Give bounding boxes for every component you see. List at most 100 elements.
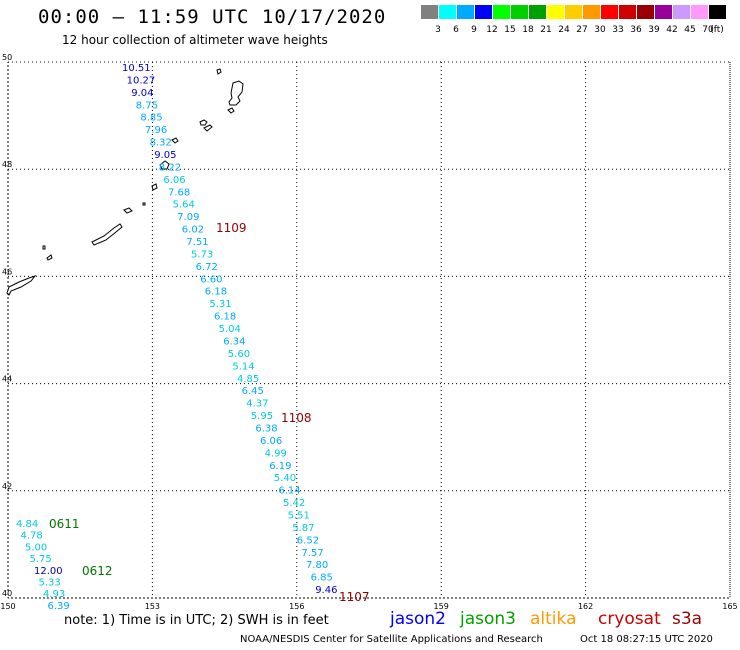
map-title: 00:00 – 11:59 UTC 10/17/2020 xyxy=(38,6,387,28)
island-3 xyxy=(227,107,235,114)
wave-height-label: 5.42 xyxy=(283,498,305,509)
wave-height-label: 6.52 xyxy=(297,535,319,546)
wave-height-label: 5.73 xyxy=(191,249,213,260)
footer-note: note: 1) Time is in UTC; 2) SWH is in fe… xyxy=(64,613,329,628)
wave-height-label: 4.84 xyxy=(16,519,38,530)
wave-height-label: 5.31 xyxy=(209,299,231,310)
island-4 xyxy=(199,119,213,132)
x-tick-label: 165 xyxy=(722,602,737,611)
wave-height-label: 6.02 xyxy=(182,225,204,236)
y-tick-label: 42 xyxy=(2,482,12,491)
island-12 xyxy=(46,254,53,261)
satellite-cryosat: cryosat xyxy=(598,609,661,629)
legend-label: 21 xyxy=(540,25,552,35)
island-6 xyxy=(159,160,170,170)
wave-height-label: 5.14 xyxy=(232,361,254,372)
legend-swatch xyxy=(583,5,600,19)
wave-height-label: 6.45 xyxy=(242,386,264,397)
wave-height-label: 6.72 xyxy=(196,262,218,273)
legend-swatch xyxy=(637,5,654,19)
generated-timestamp: Oct 18 08:27:15 UTC 2020 xyxy=(580,634,713,645)
legend-label: 9 xyxy=(471,25,477,35)
satellite-jason2: jason2 xyxy=(390,609,446,629)
wave-height-label: 7.80 xyxy=(306,560,328,571)
wave-height-label: 6.19 xyxy=(269,461,291,472)
x-tick-label: 153 xyxy=(145,602,160,611)
wave-height-label: 5.33 xyxy=(39,578,61,589)
wave-height-label: 7.68 xyxy=(168,187,190,198)
map-subtitle: 12 hour collection of altimeter wave hei… xyxy=(62,33,328,47)
wave-height-label: 5.64 xyxy=(173,200,195,211)
legend-label: 36 xyxy=(630,25,642,35)
x-tick-label: 159 xyxy=(434,602,449,611)
wave-height-label: 4.93 xyxy=(43,589,65,600)
wave-height-label: 10.27 xyxy=(127,75,156,86)
pass-time-labels: 1109 1108 1107 0611 0612 xyxy=(49,221,370,604)
satellite-altika: altika xyxy=(530,609,577,629)
wave-height-label: 8.75 xyxy=(136,100,158,111)
wave-height-label: 9.46 xyxy=(315,585,337,596)
wave-height-label: 6.18 xyxy=(214,312,236,323)
legend-swatch xyxy=(673,5,690,19)
legend-label: 15 xyxy=(504,25,516,35)
legend-label: 39 xyxy=(648,25,660,35)
pass-time-label: 1107 xyxy=(339,590,370,604)
wave-height-label: 12.00 xyxy=(34,566,63,577)
wave-height-label: 6.38 xyxy=(255,423,277,434)
wave-height-label: 6.18 xyxy=(205,287,227,298)
legend-swatch xyxy=(529,5,546,19)
legend-swatch xyxy=(565,5,582,19)
satellite-s3a: s3a xyxy=(672,609,703,629)
y-tick-label: 50 xyxy=(2,53,12,62)
wave-height-label: 5.60 xyxy=(228,349,250,360)
credit-line: NOAA/NESDIS Center for Satellite Applica… xyxy=(240,634,543,645)
wave-height-label: 5.51 xyxy=(288,510,310,521)
wave-height-label: 4.37 xyxy=(246,399,268,410)
legend-swatch xyxy=(691,5,708,19)
legend-label: 45 xyxy=(684,25,696,35)
wave-height-label: 7.96 xyxy=(145,125,167,136)
legend-swatch xyxy=(655,5,672,19)
legend-swatch xyxy=(439,5,456,19)
wave-height-label: 5.00 xyxy=(25,542,47,553)
island-7 xyxy=(151,183,158,191)
pass-time-label: 1108 xyxy=(281,411,312,425)
satellite-jason3: jason3 xyxy=(460,609,516,629)
legend-label: 42 xyxy=(666,25,678,35)
legend-swatch xyxy=(511,5,528,19)
wave-height-label: 5.04 xyxy=(219,324,241,335)
legend-label: 3 xyxy=(435,25,441,35)
island-5 xyxy=(171,137,179,144)
wave-height-label: 6.34 xyxy=(223,336,245,347)
y-tick-label: 46 xyxy=(2,267,12,276)
wave-height-label: 10.51 xyxy=(122,63,151,74)
kamchatka-tip xyxy=(6,274,37,296)
wave-height-label: 6.14 xyxy=(278,486,300,497)
island-10 xyxy=(91,223,123,246)
wave-height-label: 6.06 xyxy=(163,175,185,186)
legend-swatch xyxy=(709,5,726,19)
wave-height-label: 6.85 xyxy=(311,573,333,584)
island-1 xyxy=(216,68,222,75)
wave-height-label: 7.51 xyxy=(186,237,208,248)
map-frame xyxy=(7,61,731,599)
legend-label: 12 xyxy=(486,25,498,35)
legend-unit: (ft) xyxy=(710,25,724,35)
wave-height-label: 5.75 xyxy=(30,554,52,565)
x-tick-label: 150 xyxy=(0,602,15,611)
legend-label: 30 xyxy=(594,25,606,35)
y-tick-label: 40 xyxy=(2,589,12,598)
wave-height-label: 8.32 xyxy=(150,138,172,149)
y-tick-label: 48 xyxy=(2,160,12,169)
legend-swatch xyxy=(493,5,510,19)
legend-label: 70 xyxy=(702,25,714,35)
pass-time-label: 0612 xyxy=(82,564,113,578)
wave-height-label: 7.57 xyxy=(301,548,323,559)
wave-height-label: 5.40 xyxy=(274,473,296,484)
legend-swatch xyxy=(619,5,636,19)
x-tick-label: 162 xyxy=(578,602,593,611)
legend-label: 6 xyxy=(453,25,459,35)
wave-height-label: 5.95 xyxy=(251,411,273,422)
